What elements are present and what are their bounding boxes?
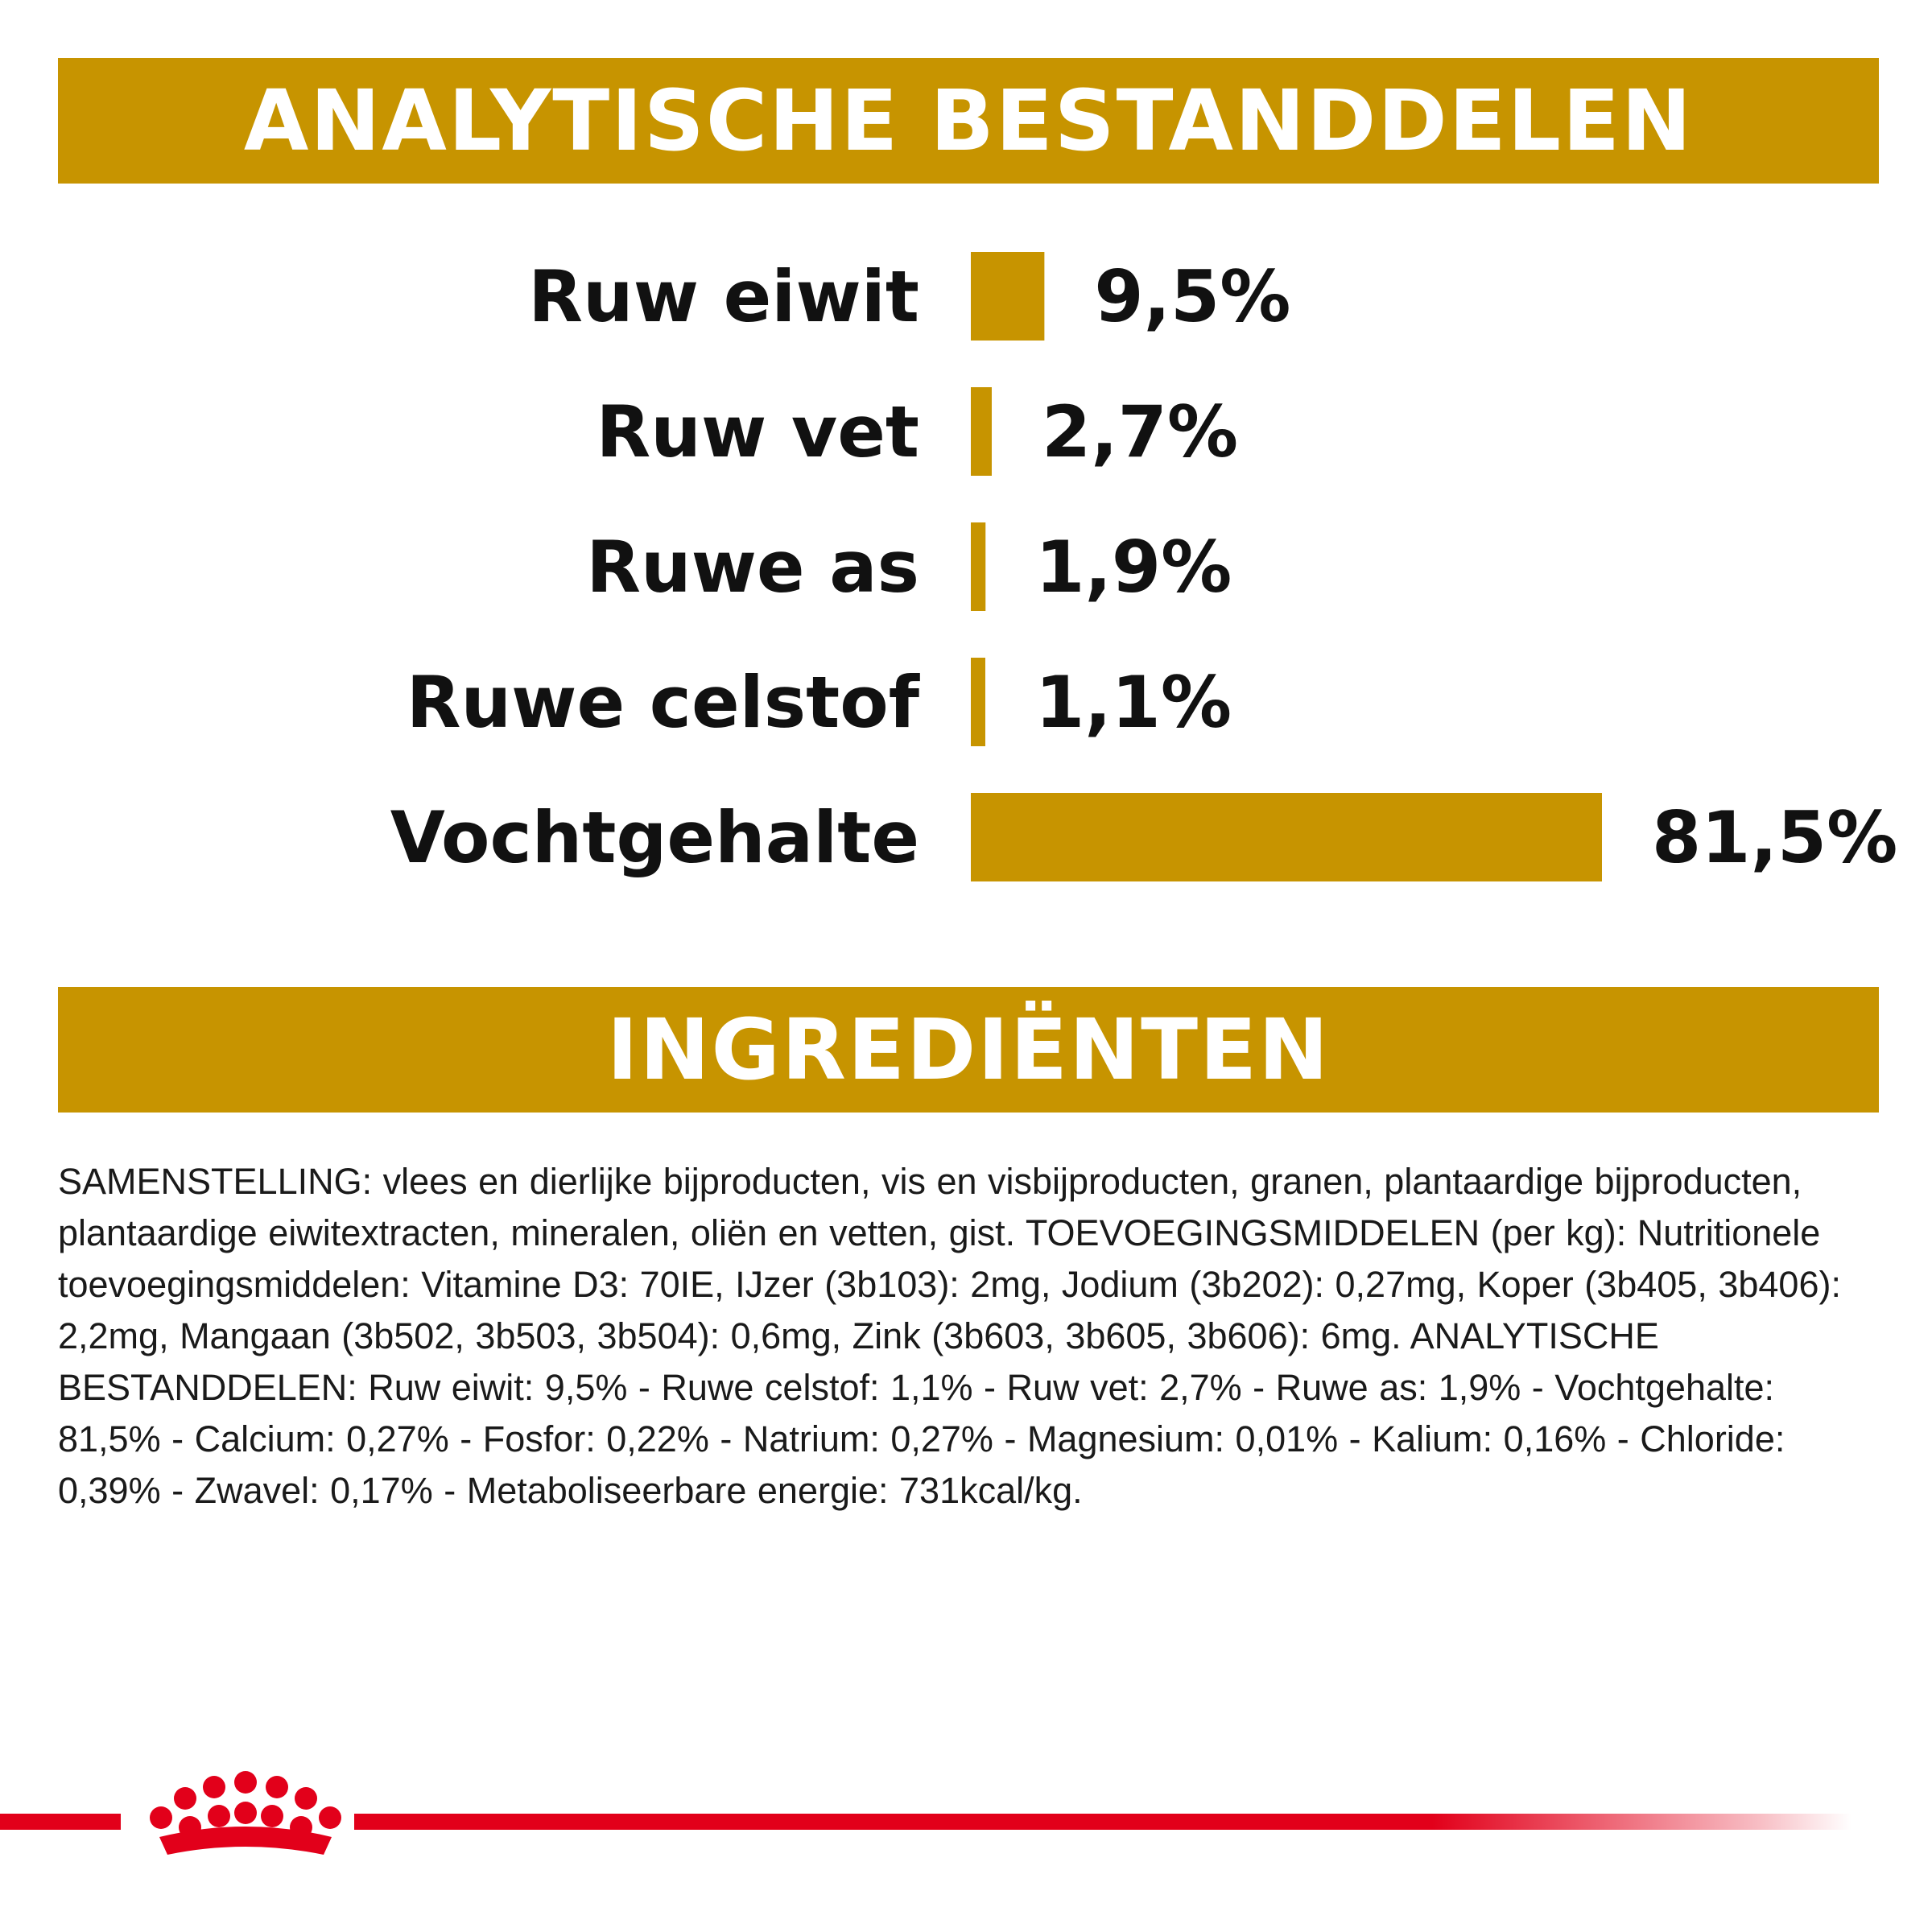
bar [971,387,992,476]
bar [971,793,1602,881]
category-label: Ruwe celstof [407,661,921,744]
category-label: Ruw vet [597,390,919,473]
nutrient-bar-chart: Ruw eiwit 9,5% Ruw vet 2,7% Ruwe as 1,9% Ruwe … [390,252,1897,881]
brand-stripe [0,1814,1852,1830]
value-label: 9,5% [1094,255,1290,338]
bar [971,658,985,746]
brand-stripe-left [0,1814,121,1830]
ingredients-text: SAMENSTELLING: vlees en dierlijke bijpro… [58,1161,1841,1511]
value-label: 1,1% [1035,661,1232,744]
value-label: 2,7% [1042,390,1238,473]
banner-analytics-title: ANALYTISCHE BESTANDDELEN [243,72,1694,170]
category-label: Ruw eiwit [528,255,919,338]
brand-stripe-right [354,1814,1852,1830]
royal-canin-crown-icon [150,1771,341,1855]
banner-analytics: ANALYTISCHE BESTANDDELEN [58,58,1879,184]
value-label: 1,9% [1035,526,1232,609]
bar [971,522,986,611]
category-label: Ruwe as [586,526,919,609]
value-label: 81,5% [1652,796,1897,879]
category-label: Vochtgehalte [390,796,919,879]
banner-ingredients: INGREDIËNTEN [58,987,1879,1113]
bar [971,252,1045,341]
banner-ingredients-title: INGREDIËNTEN [606,1001,1331,1099]
